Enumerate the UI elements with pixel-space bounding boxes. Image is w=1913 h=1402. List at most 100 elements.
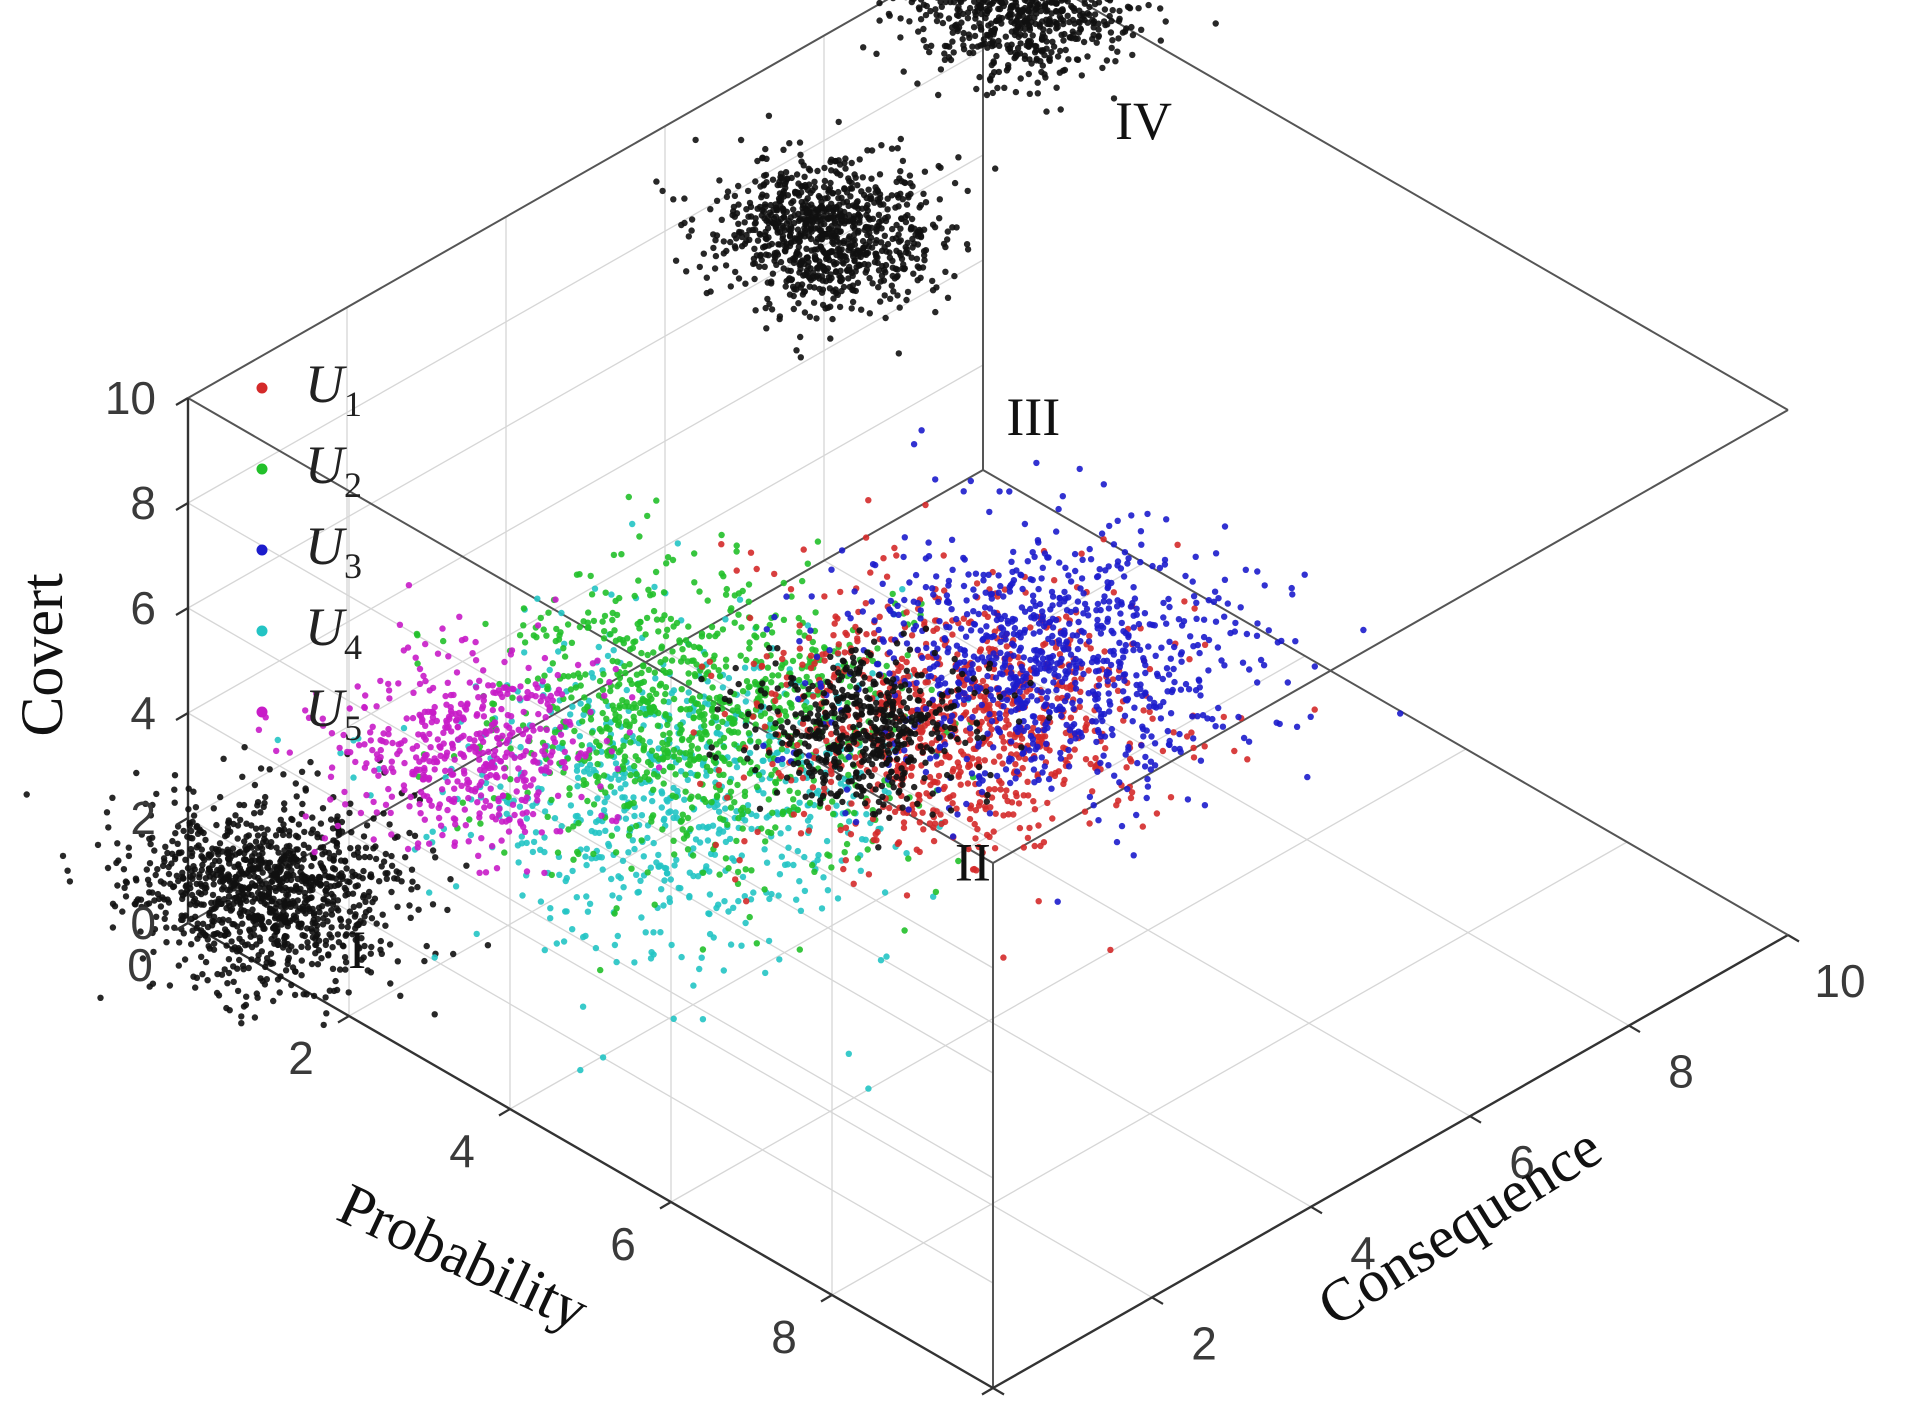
cluster-iii-point bbox=[786, 291, 794, 298]
series-u4-point bbox=[622, 815, 630, 822]
series-u2-point bbox=[778, 746, 786, 753]
cluster-iv-point bbox=[1054, 53, 1062, 60]
cluster-iii-point bbox=[746, 236, 753, 243]
cluster-iii-point bbox=[832, 157, 839, 165]
series-u2-point bbox=[632, 638, 639, 645]
series-u2-point bbox=[521, 639, 529, 646]
cluster-i-point bbox=[240, 890, 247, 898]
cluster-i-point bbox=[286, 832, 293, 839]
cluster-iii-point bbox=[804, 216, 811, 224]
series-u4-point bbox=[589, 674, 597, 681]
series-u4-point bbox=[576, 733, 583, 740]
cluster-i-point bbox=[182, 856, 189, 863]
cluster-iii-point bbox=[842, 165, 849, 172]
series-u4-point bbox=[567, 802, 575, 809]
series-u2-point bbox=[699, 946, 707, 953]
cluster-iv-point bbox=[1116, 15, 1123, 22]
series-u2-point bbox=[509, 694, 516, 701]
cluster-i-point bbox=[138, 903, 145, 911]
series-u5-point bbox=[513, 788, 520, 795]
series-u2-point bbox=[804, 560, 811, 567]
series-u5-point bbox=[449, 771, 457, 778]
cluster-i-point bbox=[271, 932, 278, 939]
grid-line-left-z bbox=[187, 607, 994, 1074]
cluster-i-point bbox=[421, 957, 428, 965]
series-u4-point bbox=[583, 861, 590, 869]
cluster-i-point bbox=[354, 882, 361, 889]
series-u4-point bbox=[705, 910, 712, 917]
cluster-i-point bbox=[323, 1010, 330, 1017]
series-u5-point bbox=[423, 751, 430, 759]
series-u2-point bbox=[734, 868, 742, 876]
series-u4-point bbox=[742, 919, 749, 927]
cluster-i-point bbox=[309, 934, 317, 941]
cluster-i-point bbox=[450, 950, 457, 958]
series-u5-point bbox=[354, 683, 361, 690]
series-u5-point bbox=[515, 726, 522, 733]
cluster-iii-point bbox=[799, 209, 806, 216]
cluster-i-point bbox=[242, 1001, 250, 1009]
cluster-i-point bbox=[251, 850, 258, 857]
series-u2-point bbox=[738, 624, 745, 631]
cluster-i-point bbox=[196, 827, 203, 834]
cluster-i-point bbox=[103, 809, 111, 816]
series-u2-point bbox=[694, 745, 701, 752]
series-u5-point bbox=[506, 816, 513, 823]
series-u5-point bbox=[347, 749, 354, 756]
series-u2-point bbox=[588, 729, 596, 736]
series-u4-point bbox=[619, 857, 627, 864]
series-u4-point bbox=[586, 770, 593, 777]
cluster-i-point bbox=[228, 938, 235, 945]
cluster-i-point bbox=[367, 871, 375, 878]
series-u5-point bbox=[612, 665, 619, 673]
cluster-iv-point bbox=[873, 50, 880, 57]
cluster-i-point bbox=[302, 894, 309, 901]
series-u4-point bbox=[646, 738, 654, 746]
series-u2-point bbox=[745, 598, 752, 605]
series-u2-point bbox=[560, 645, 567, 652]
grid-line-left-z bbox=[187, 502, 994, 969]
cluster-iii-point bbox=[797, 333, 804, 341]
series-u2-point bbox=[686, 736, 693, 744]
cluster-i-point bbox=[219, 878, 226, 885]
cluster-i-point bbox=[322, 994, 329, 1001]
cluster-i-point bbox=[305, 844, 312, 851]
series-u2-point bbox=[708, 623, 716, 630]
series-u2-point bbox=[767, 715, 774, 723]
cluster-i-point bbox=[352, 936, 359, 943]
cluster-i-point bbox=[298, 920, 305, 927]
series-u5-point bbox=[503, 739, 510, 747]
cluster-i-point bbox=[154, 890, 162, 898]
cluster-i-point bbox=[123, 879, 130, 886]
series-u4-point bbox=[595, 643, 602, 651]
series-u5-point bbox=[380, 764, 388, 772]
cluster-iii-point bbox=[692, 136, 699, 144]
series-u4-point bbox=[609, 892, 616, 899]
series-u2-point bbox=[612, 711, 619, 718]
series-u4-point bbox=[660, 902, 667, 909]
series-u2-point bbox=[653, 497, 660, 504]
series-u4-point bbox=[534, 595, 541, 602]
cluster-iii-point bbox=[889, 264, 896, 271]
cluster-iii-point bbox=[737, 136, 745, 144]
cluster-iii-point bbox=[759, 244, 767, 251]
series-u2-point bbox=[545, 609, 552, 616]
series-u5-point bbox=[476, 677, 483, 684]
cluster-i-point bbox=[308, 862, 315, 870]
cluster-i-point bbox=[356, 945, 363, 952]
cluster-iii-point bbox=[752, 178, 759, 185]
series-u4-point bbox=[696, 965, 703, 973]
series-u5-point bbox=[489, 706, 496, 714]
series-u4-point bbox=[668, 941, 675, 949]
cluster-i-point bbox=[251, 810, 258, 817]
series-u4-point bbox=[670, 1015, 677, 1022]
cluster-i-point bbox=[190, 863, 197, 870]
series-u2-point bbox=[677, 658, 685, 665]
cluster-iv-point bbox=[915, 28, 922, 35]
series-u4-point bbox=[582, 853, 589, 860]
series-u5-point bbox=[476, 869, 483, 876]
cluster-iii-point bbox=[889, 225, 896, 233]
cluster-i-point bbox=[202, 958, 210, 966]
series-u2-point bbox=[606, 726, 613, 733]
series-u2-point bbox=[739, 688, 747, 695]
